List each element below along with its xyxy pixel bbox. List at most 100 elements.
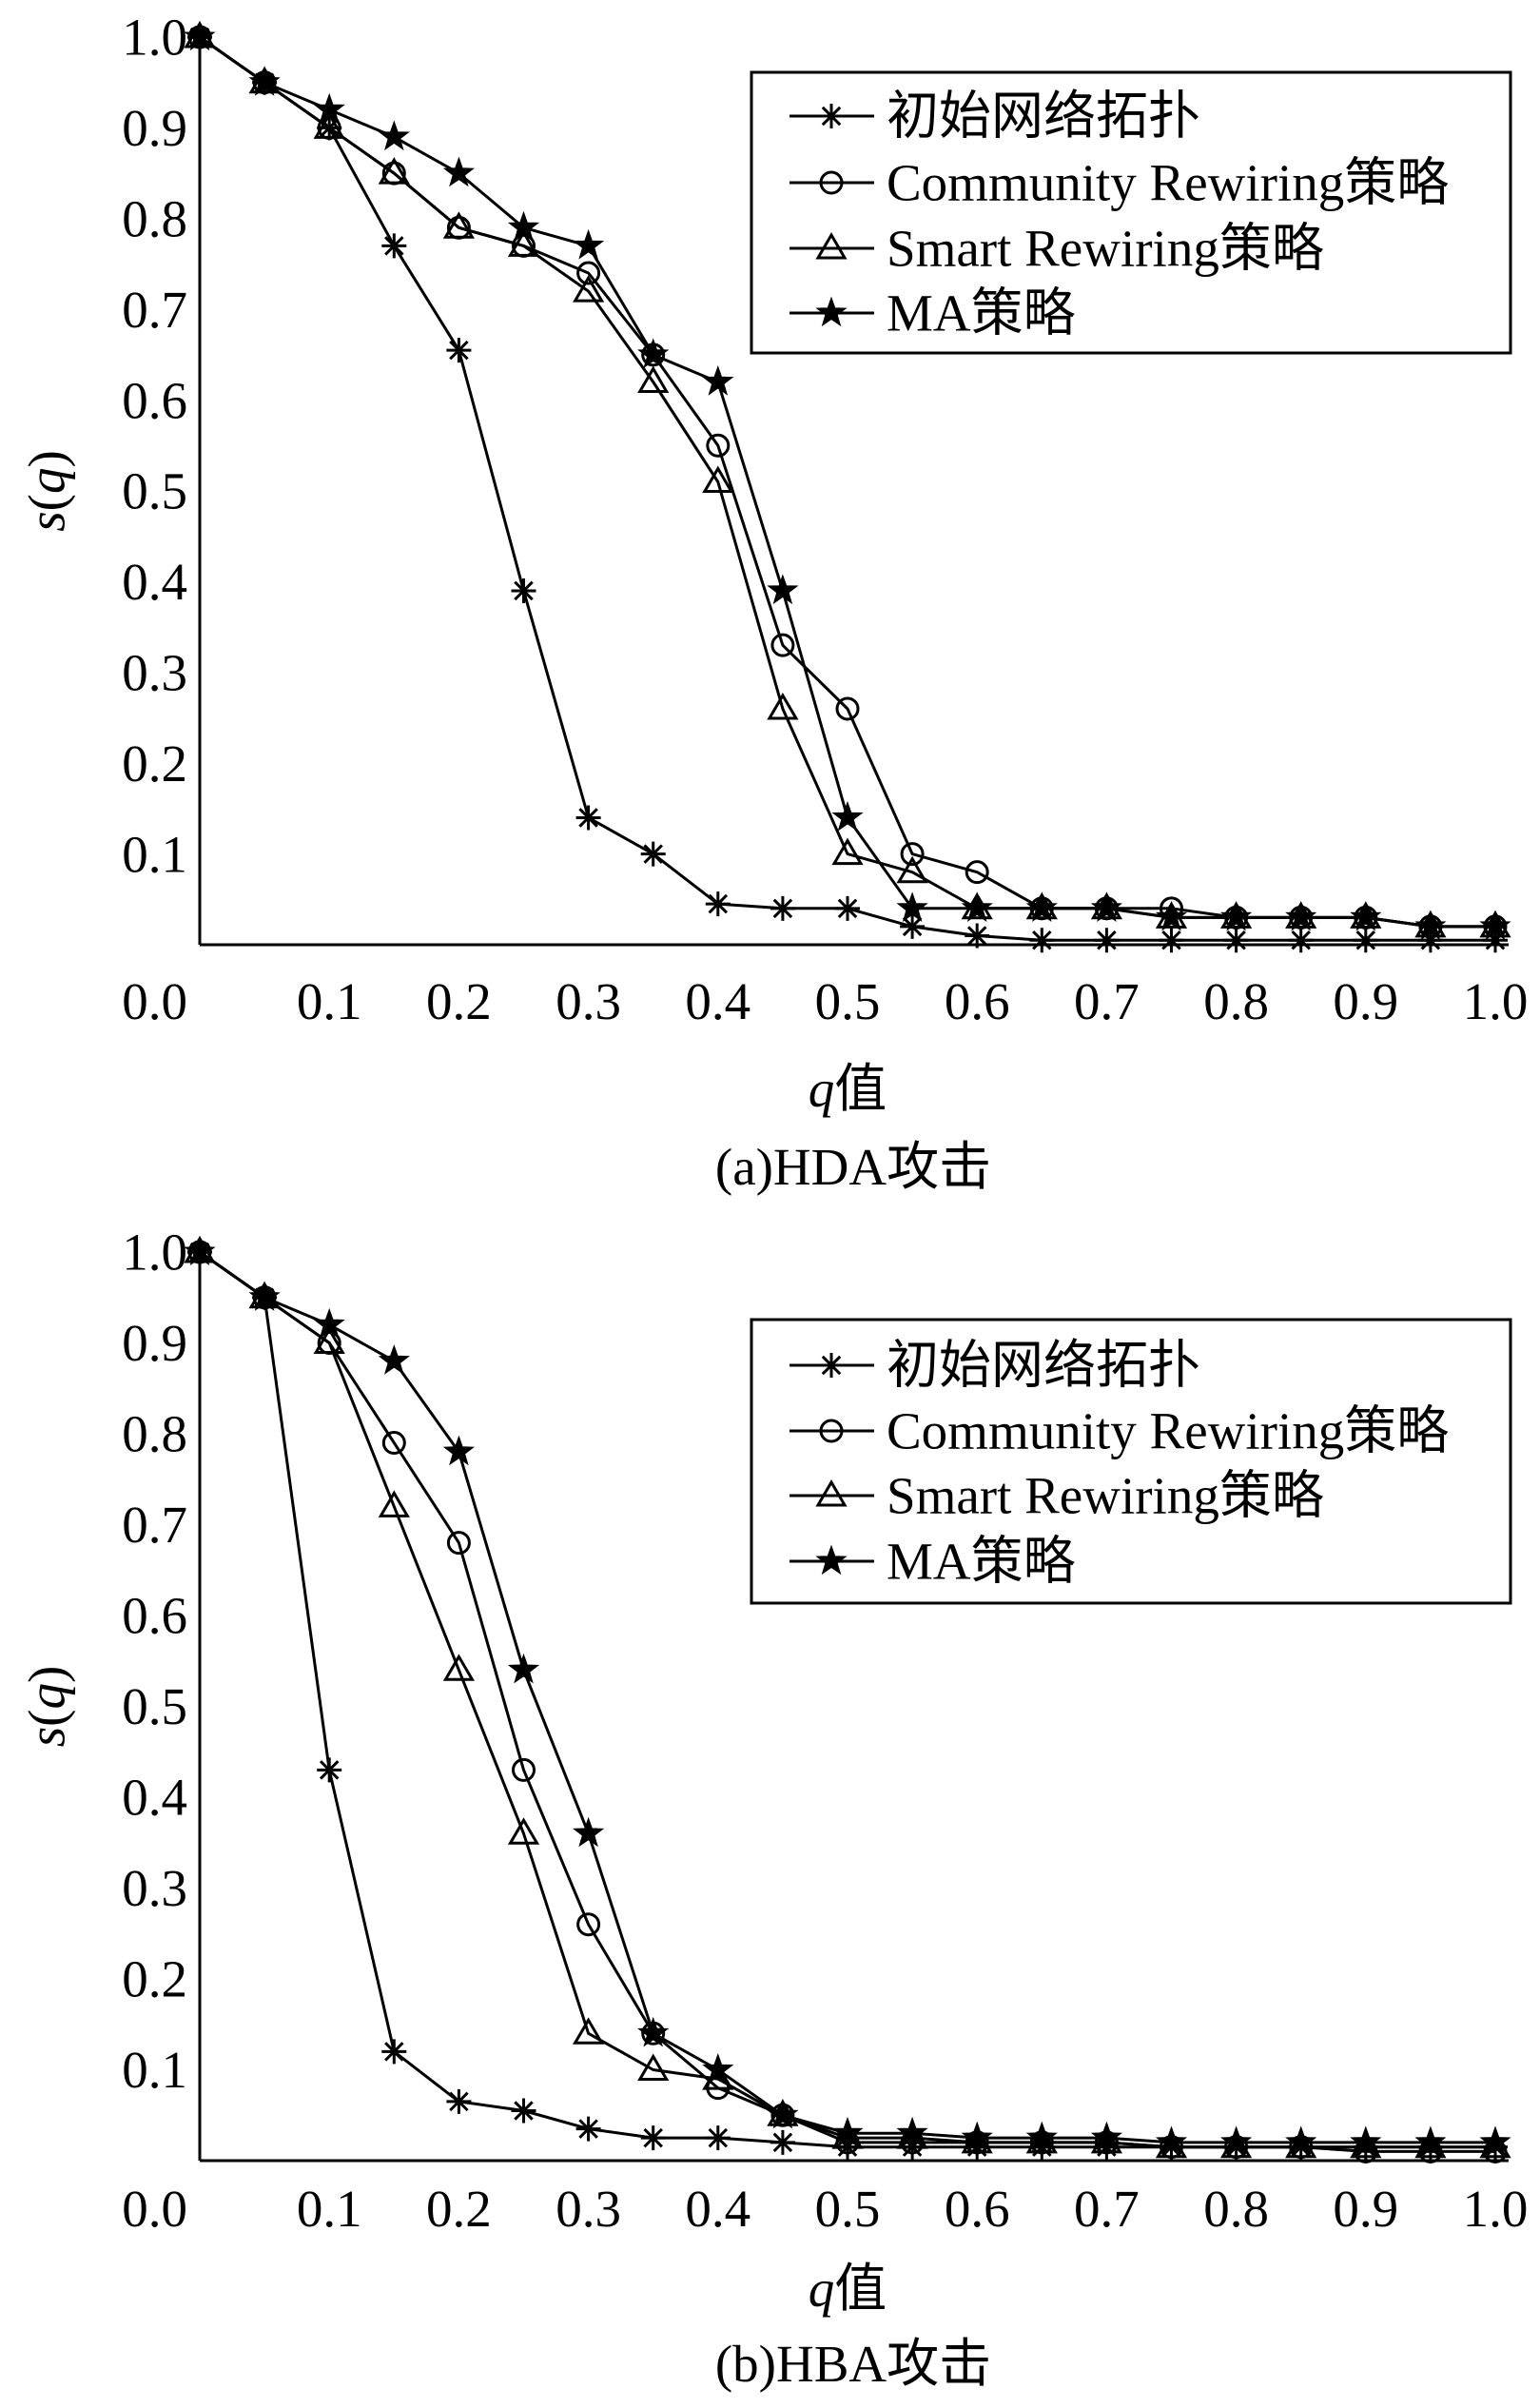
data-point-initial-topology-8 bbox=[705, 891, 731, 917]
data-point-smart-rewiring-9 bbox=[767, 693, 799, 720]
data-point-smart-rewiring-19 bbox=[1414, 2130, 1447, 2159]
data-point-ma-strategy-18 bbox=[1350, 900, 1382, 931]
x-tick-label: 0.9 bbox=[1333, 2180, 1398, 2238]
x-axis-label: q值 bbox=[809, 1060, 887, 1118]
data-point-community-rewiring-5 bbox=[512, 1757, 536, 1782]
x-tick-labels: 0.0 0.1 0.2 0.3 0.4 0.5 0.6 0.7 0.8 0.9 1.0 bbox=[122, 972, 1528, 1030]
x-tick-label: 0.4 bbox=[685, 2180, 751, 2238]
data-point-ma-strategy-18 bbox=[1350, 2125, 1382, 2156]
plot-area bbox=[184, 1235, 1511, 2163]
data-point-ma-strategy-4 bbox=[442, 156, 476, 187]
legend-label: 初始网络拓扑 bbox=[887, 1337, 1200, 1395]
y-axis-label: s(q) bbox=[17, 1666, 75, 1748]
figure-caption: (b)HBA攻击 bbox=[715, 2335, 991, 2393]
legend-item-ma-strategy: MA策略 bbox=[789, 284, 1076, 343]
data-point-smart-rewiring-10 bbox=[831, 837, 864, 866]
x-tick-label: 0.1 bbox=[297, 2180, 362, 2238]
x-tick-label: 0.0 bbox=[122, 972, 187, 1030]
data-point-ma-strategy-16 bbox=[1219, 2125, 1253, 2156]
legend-label: MA策略 bbox=[887, 1533, 1076, 1591]
x-tick-label: 0.1 bbox=[297, 972, 362, 1030]
data-point-community-rewiring-6 bbox=[576, 261, 601, 285]
data-point-ma-strategy-0 bbox=[184, 20, 216, 51]
data-point-ma-strategy-20 bbox=[1479, 910, 1511, 941]
data-point-ma-strategy-0 bbox=[184, 1235, 216, 1266]
y-tick-labels: 0.1 0.2 0.3 0.4 0.5 0.6 0.7 0.8 0.9 1.0 bbox=[122, 1224, 187, 2100]
data-point-community-rewiring-9 bbox=[770, 633, 795, 657]
data-point-smart-rewiring-3 bbox=[378, 1490, 410, 1517]
data-point-ma-strategy-19 bbox=[1414, 2125, 1447, 2156]
data-point-smart-rewiring-17 bbox=[1285, 2130, 1317, 2159]
x-tick-label: 0.0 bbox=[122, 2180, 187, 2238]
data-point-community-rewiring-6 bbox=[576, 1912, 601, 1937]
data-point-initial-topology-9 bbox=[770, 895, 795, 921]
data-point-initial-topology-7 bbox=[640, 2125, 666, 2151]
y-tick-label: 0.6 bbox=[122, 371, 187, 429]
data-point-community-rewiring-8 bbox=[706, 433, 731, 458]
data-point-smart-rewiring-18 bbox=[1350, 2130, 1382, 2159]
data-point-ma-strategy-5 bbox=[507, 210, 540, 242]
x-tick-label: 0.7 bbox=[1074, 2180, 1140, 2238]
x-tick-label: 0.2 bbox=[426, 972, 492, 1030]
data-point-smart-rewiring-16 bbox=[1219, 2130, 1253, 2159]
data-point-ma-strategy-4 bbox=[442, 1435, 476, 1466]
y-tick-label: 0.7 bbox=[122, 281, 187, 339]
data-point-initial-topology-13 bbox=[1029, 2134, 1055, 2160]
y-tick-label: 0.2 bbox=[122, 734, 187, 793]
data-point-ma-strategy-12 bbox=[961, 891, 993, 923]
data-point-initial-topology-12 bbox=[965, 2134, 990, 2160]
x-tick-label: 0.3 bbox=[556, 2180, 621, 2238]
data-point-community-rewiring-12 bbox=[965, 860, 989, 885]
legend-item-smart-rewiring: Smart Rewiring策略 bbox=[789, 220, 1324, 278]
data-point-initial-topology-19 bbox=[1417, 928, 1443, 953]
data-point-initial-topology-2 bbox=[317, 115, 342, 141]
data-point-ma-strategy-17 bbox=[1285, 900, 1317, 931]
data-point-smart-rewiring-2 bbox=[313, 111, 345, 139]
data-point-initial-topology-5 bbox=[511, 578, 536, 603]
data-point-ma-strategy-7 bbox=[637, 338, 670, 368]
legend-label: Community Rewiring策略 bbox=[887, 1402, 1449, 1460]
y-tick-label: 0.5 bbox=[122, 462, 187, 520]
data-point-ma-strategy-9 bbox=[767, 574, 799, 605]
y-tick-label: 0.4 bbox=[122, 1769, 187, 1827]
data-point-smart-rewiring-6 bbox=[572, 275, 605, 303]
x-tick-label: 0.5 bbox=[815, 2180, 881, 2238]
data-point-ma-strategy-7 bbox=[637, 2016, 670, 2047]
data-point-ma-strategy-3 bbox=[378, 120, 410, 151]
figure-caption: (a)HDA攻击 bbox=[715, 1138, 991, 1196]
data-point-initial-topology-13 bbox=[1029, 928, 1055, 953]
data-point-ma-strategy-2 bbox=[313, 92, 345, 124]
y-tick-label: 0.8 bbox=[122, 190, 187, 248]
data-point-ma-strategy-13 bbox=[1025, 891, 1058, 923]
y-tick-label: 0.5 bbox=[122, 1677, 187, 1735]
data-point-smart-rewiring-11 bbox=[896, 855, 928, 884]
chart-a-hda-attack: 0.10.20.30.40.50.60.70.80.91.00.0 0.1 0.2 0… bbox=[17, 9, 1528, 1196]
data-point-smart-rewiring-20 bbox=[1479, 2130, 1511, 2159]
data-point-ma-strategy-8 bbox=[702, 364, 734, 396]
data-point-initial-topology-4 bbox=[446, 2088, 472, 2114]
y-tick-label: 0.7 bbox=[122, 1496, 187, 1554]
y-tick-label: 0.4 bbox=[122, 553, 187, 611]
data-point-smart-rewiring-2 bbox=[313, 1326, 345, 1354]
data-point-initial-topology-6 bbox=[575, 2116, 601, 2142]
y-tick-label: 0.6 bbox=[122, 1587, 187, 1645]
data-point-ma-strategy-15 bbox=[1155, 2125, 1188, 2156]
legend-label: 初始网络拓扑 bbox=[887, 88, 1200, 146]
data-point-ma-strategy-3 bbox=[378, 1344, 410, 1375]
data-point-ma-strategy-1 bbox=[248, 66, 281, 96]
data-point-initial-topology-4 bbox=[446, 338, 472, 363]
data-point-ma-strategy-9 bbox=[767, 2098, 799, 2129]
x-tick-label: 0.8 bbox=[1203, 972, 1269, 1030]
data-point-smart-rewiring-14 bbox=[1090, 2125, 1123, 2154]
y-axis-label: s(q) bbox=[17, 450, 75, 532]
legend-box bbox=[750, 70, 1512, 355]
data-point-community-rewiring-10 bbox=[835, 696, 860, 721]
plot-area bbox=[184, 20, 1511, 953]
x-tick-label: 0.6 bbox=[945, 972, 1010, 1030]
data-point-ma-strategy-12 bbox=[961, 2121, 993, 2152]
x-tick-labels: 0.0 0.1 0.2 0.3 0.4 0.5 0.6 0.7 0.8 0.9 1.0 bbox=[122, 2180, 1528, 2238]
data-point-initial-topology-17 bbox=[1288, 928, 1314, 953]
data-point-smart-rewiring-11 bbox=[896, 2122, 928, 2149]
data-point-smart-rewiring-12 bbox=[961, 2125, 993, 2154]
data-point-smart-rewiring-5 bbox=[507, 229, 540, 257]
